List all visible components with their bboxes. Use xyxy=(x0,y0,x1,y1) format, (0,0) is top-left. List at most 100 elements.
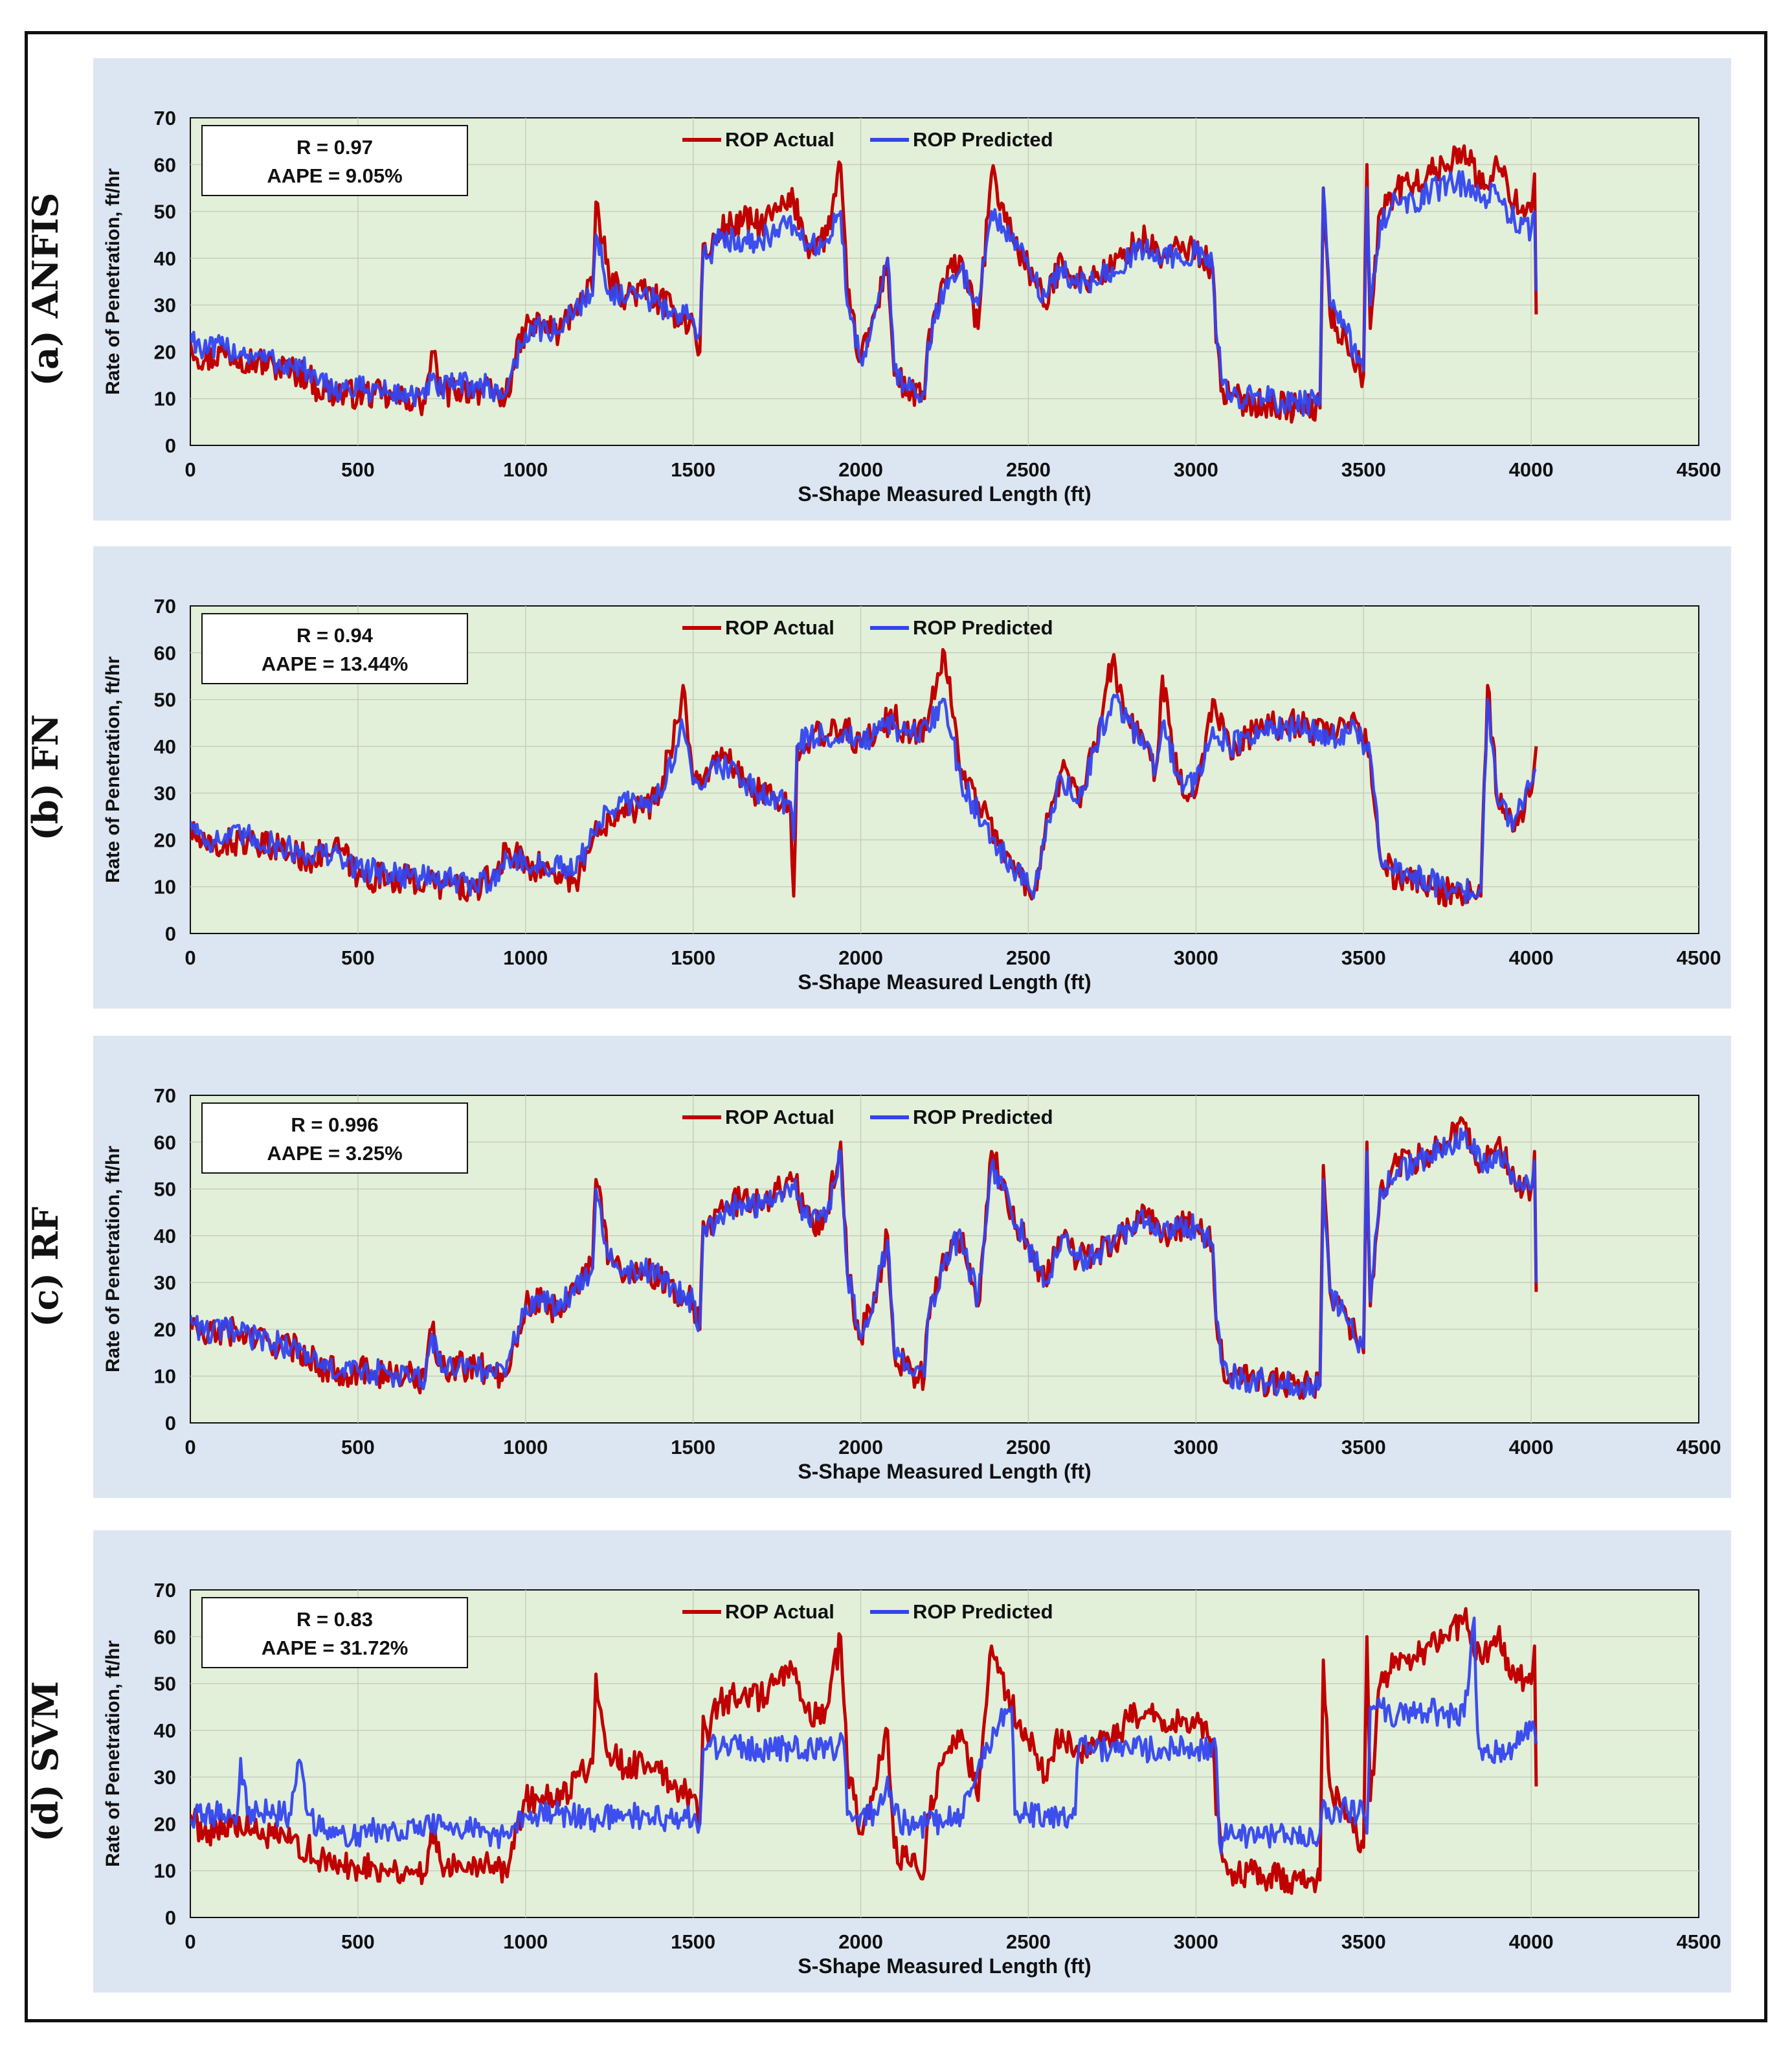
series-line-predicted xyxy=(190,170,1538,417)
x-tick-label: 4500 xyxy=(1677,1930,1721,1953)
x-axis-label: S-Shape Measured Length (ft) xyxy=(798,1954,1091,1978)
x-tick-label: 1000 xyxy=(503,946,548,969)
y-tick-label: 30 xyxy=(154,782,176,805)
legend-label: ROP Predicted xyxy=(913,1106,1053,1128)
y-tick-label: 60 xyxy=(154,1626,176,1648)
y-axis-label: Rate of Penetration, ft/hr xyxy=(102,168,124,395)
y-tick-label: 70 xyxy=(154,1579,176,1602)
y-tick-label: 0 xyxy=(165,922,176,945)
annotation-text: AAPE = 13.44% xyxy=(262,653,409,675)
y-tick-label: 20 xyxy=(154,1813,176,1835)
y-tick-label: 50 xyxy=(154,689,176,711)
legend-label: ROP Actual xyxy=(725,616,834,639)
x-tick-label: 4500 xyxy=(1677,458,1721,481)
panel-c-label: (c) RF xyxy=(25,1207,66,1327)
x-tick-label: 4000 xyxy=(1509,946,1554,969)
legend-label: ROP Predicted xyxy=(913,616,1053,639)
chart-panel-b: 0 10 20 30 40 50 60 70 0 500 1000 1500 2000 2500 3000 3… xyxy=(102,595,1721,994)
y-tick-label: 0 xyxy=(165,1906,176,1929)
annotation-box xyxy=(201,125,468,196)
panel-a-label: (a) ANFIS xyxy=(25,192,66,386)
annotation-box xyxy=(201,1102,468,1174)
x-tick-label: 2500 xyxy=(1006,458,1051,481)
x-tick-label: 3500 xyxy=(1341,458,1386,481)
y-tick-label: 50 xyxy=(154,1178,176,1201)
y-tick-label: 40 xyxy=(154,735,176,758)
x-tick-label: 1500 xyxy=(671,1930,715,1953)
annotation-box xyxy=(201,1597,468,1668)
y-axis-label: Rate of Penetration, ft/hr xyxy=(102,1146,124,1372)
x-tick-label: 0 xyxy=(185,1930,196,1953)
legend-label: ROP Actual xyxy=(725,128,834,151)
series-line-predicted xyxy=(190,1616,1538,1855)
y-tick-label: 20 xyxy=(154,1318,176,1341)
panel-d-label: (d) SVM xyxy=(25,1681,66,1842)
y-tick-label: 30 xyxy=(154,1271,176,1294)
series-line-predicted xyxy=(190,1127,1538,1398)
y-axis-label: Rate of Penetration, ft/hr xyxy=(102,1640,124,1867)
x-tick-label: 500 xyxy=(341,1930,375,1953)
x-tick-label: 1500 xyxy=(671,946,715,969)
y-tick-label: 0 xyxy=(165,434,176,457)
y-tick-label: 50 xyxy=(154,1673,176,1695)
annotation-text: AAPE = 31.72% xyxy=(262,1637,409,1659)
y-tick-label: 30 xyxy=(154,294,176,317)
x-tick-label: 3000 xyxy=(1174,458,1218,481)
y-tick-label: 10 xyxy=(154,1860,176,1883)
x-axis-label: S-Shape Measured Length (ft) xyxy=(798,482,1091,506)
x-tick-label: 500 xyxy=(341,946,375,969)
chart-panel-d: 0 10 20 30 40 50 60 70 0 500 1000 1500 2000 2500 3000 3… xyxy=(102,1579,1721,1978)
x-axis-label: S-Shape Measured Length (ft) xyxy=(798,970,1091,994)
y-tick-label: 20 xyxy=(154,341,176,363)
x-tick-label: 1500 xyxy=(671,458,715,481)
legend-label: ROP Actual xyxy=(725,1600,834,1623)
x-tick-label: 4500 xyxy=(1677,1436,1721,1458)
y-tick-label: 70 xyxy=(154,107,176,129)
y-tick-label: 10 xyxy=(154,388,176,410)
y-axis-label: Rate of Penetration, ft/hr xyxy=(102,656,124,883)
chart-panel-c: 0 10 20 30 40 50 60 70 0 500 1000 1500 2000 2500 3000 3… xyxy=(102,1084,1721,1483)
x-tick-label: 3000 xyxy=(1174,1436,1218,1458)
y-tick-label: 60 xyxy=(154,153,176,176)
y-tick-label: 10 xyxy=(154,1365,176,1388)
y-tick-label: 10 xyxy=(154,876,176,899)
annotation-text: R = 0.83 xyxy=(297,1608,373,1631)
x-tick-label: 4000 xyxy=(1509,1930,1554,1953)
x-tick-label: 2000 xyxy=(838,1930,883,1953)
x-tick-label: 2500 xyxy=(1006,1436,1051,1458)
legend-label: ROP Predicted xyxy=(913,128,1053,151)
y-tick-label: 0 xyxy=(165,1412,176,1435)
y-tick-label: 60 xyxy=(154,642,176,664)
legend-label: ROP Predicted xyxy=(913,1600,1053,1623)
y-tick-label: 60 xyxy=(154,1131,176,1154)
x-tick-label: 3500 xyxy=(1341,946,1386,969)
x-tick-label: 2000 xyxy=(838,946,883,969)
x-tick-label: 4000 xyxy=(1509,1436,1554,1458)
x-tick-label: 3500 xyxy=(1341,1436,1386,1458)
y-tick-label: 50 xyxy=(154,201,176,223)
x-tick-label: 2500 xyxy=(1006,1930,1051,1953)
y-tick-label: 70 xyxy=(154,1084,176,1107)
x-tick-label: 0 xyxy=(185,1436,196,1458)
x-tick-label: 2000 xyxy=(838,458,883,481)
y-tick-label: 40 xyxy=(154,1719,176,1742)
x-tick-label: 1000 xyxy=(503,458,548,481)
y-tick-label: 40 xyxy=(154,1225,176,1247)
x-tick-label: 4000 xyxy=(1509,458,1554,481)
x-tick-label: 1500 xyxy=(671,1436,715,1458)
y-tick-label: 40 xyxy=(154,247,176,270)
x-tick-label: 3000 xyxy=(1174,946,1218,969)
annotation-text: R = 0.97 xyxy=(297,136,373,159)
x-tick-label: 0 xyxy=(185,946,196,969)
y-tick-label: 70 xyxy=(154,595,176,618)
x-tick-label: 4500 xyxy=(1677,946,1721,969)
x-tick-label: 0 xyxy=(185,458,196,481)
x-tick-label: 500 xyxy=(341,1436,375,1458)
x-tick-label: 3500 xyxy=(1341,1930,1386,1953)
x-tick-label: 2500 xyxy=(1006,946,1051,969)
annotation-text: R = 0.94 xyxy=(297,624,374,647)
y-tick-label: 20 xyxy=(154,829,176,851)
chart-panel-a: 0 10 20 30 40 50 60 70 0 500 1000 1500 2000 2500 3000 3… xyxy=(102,107,1721,506)
x-axis-label: S-Shape Measured Length (ft) xyxy=(798,1460,1091,1483)
annotation-box xyxy=(201,613,468,684)
